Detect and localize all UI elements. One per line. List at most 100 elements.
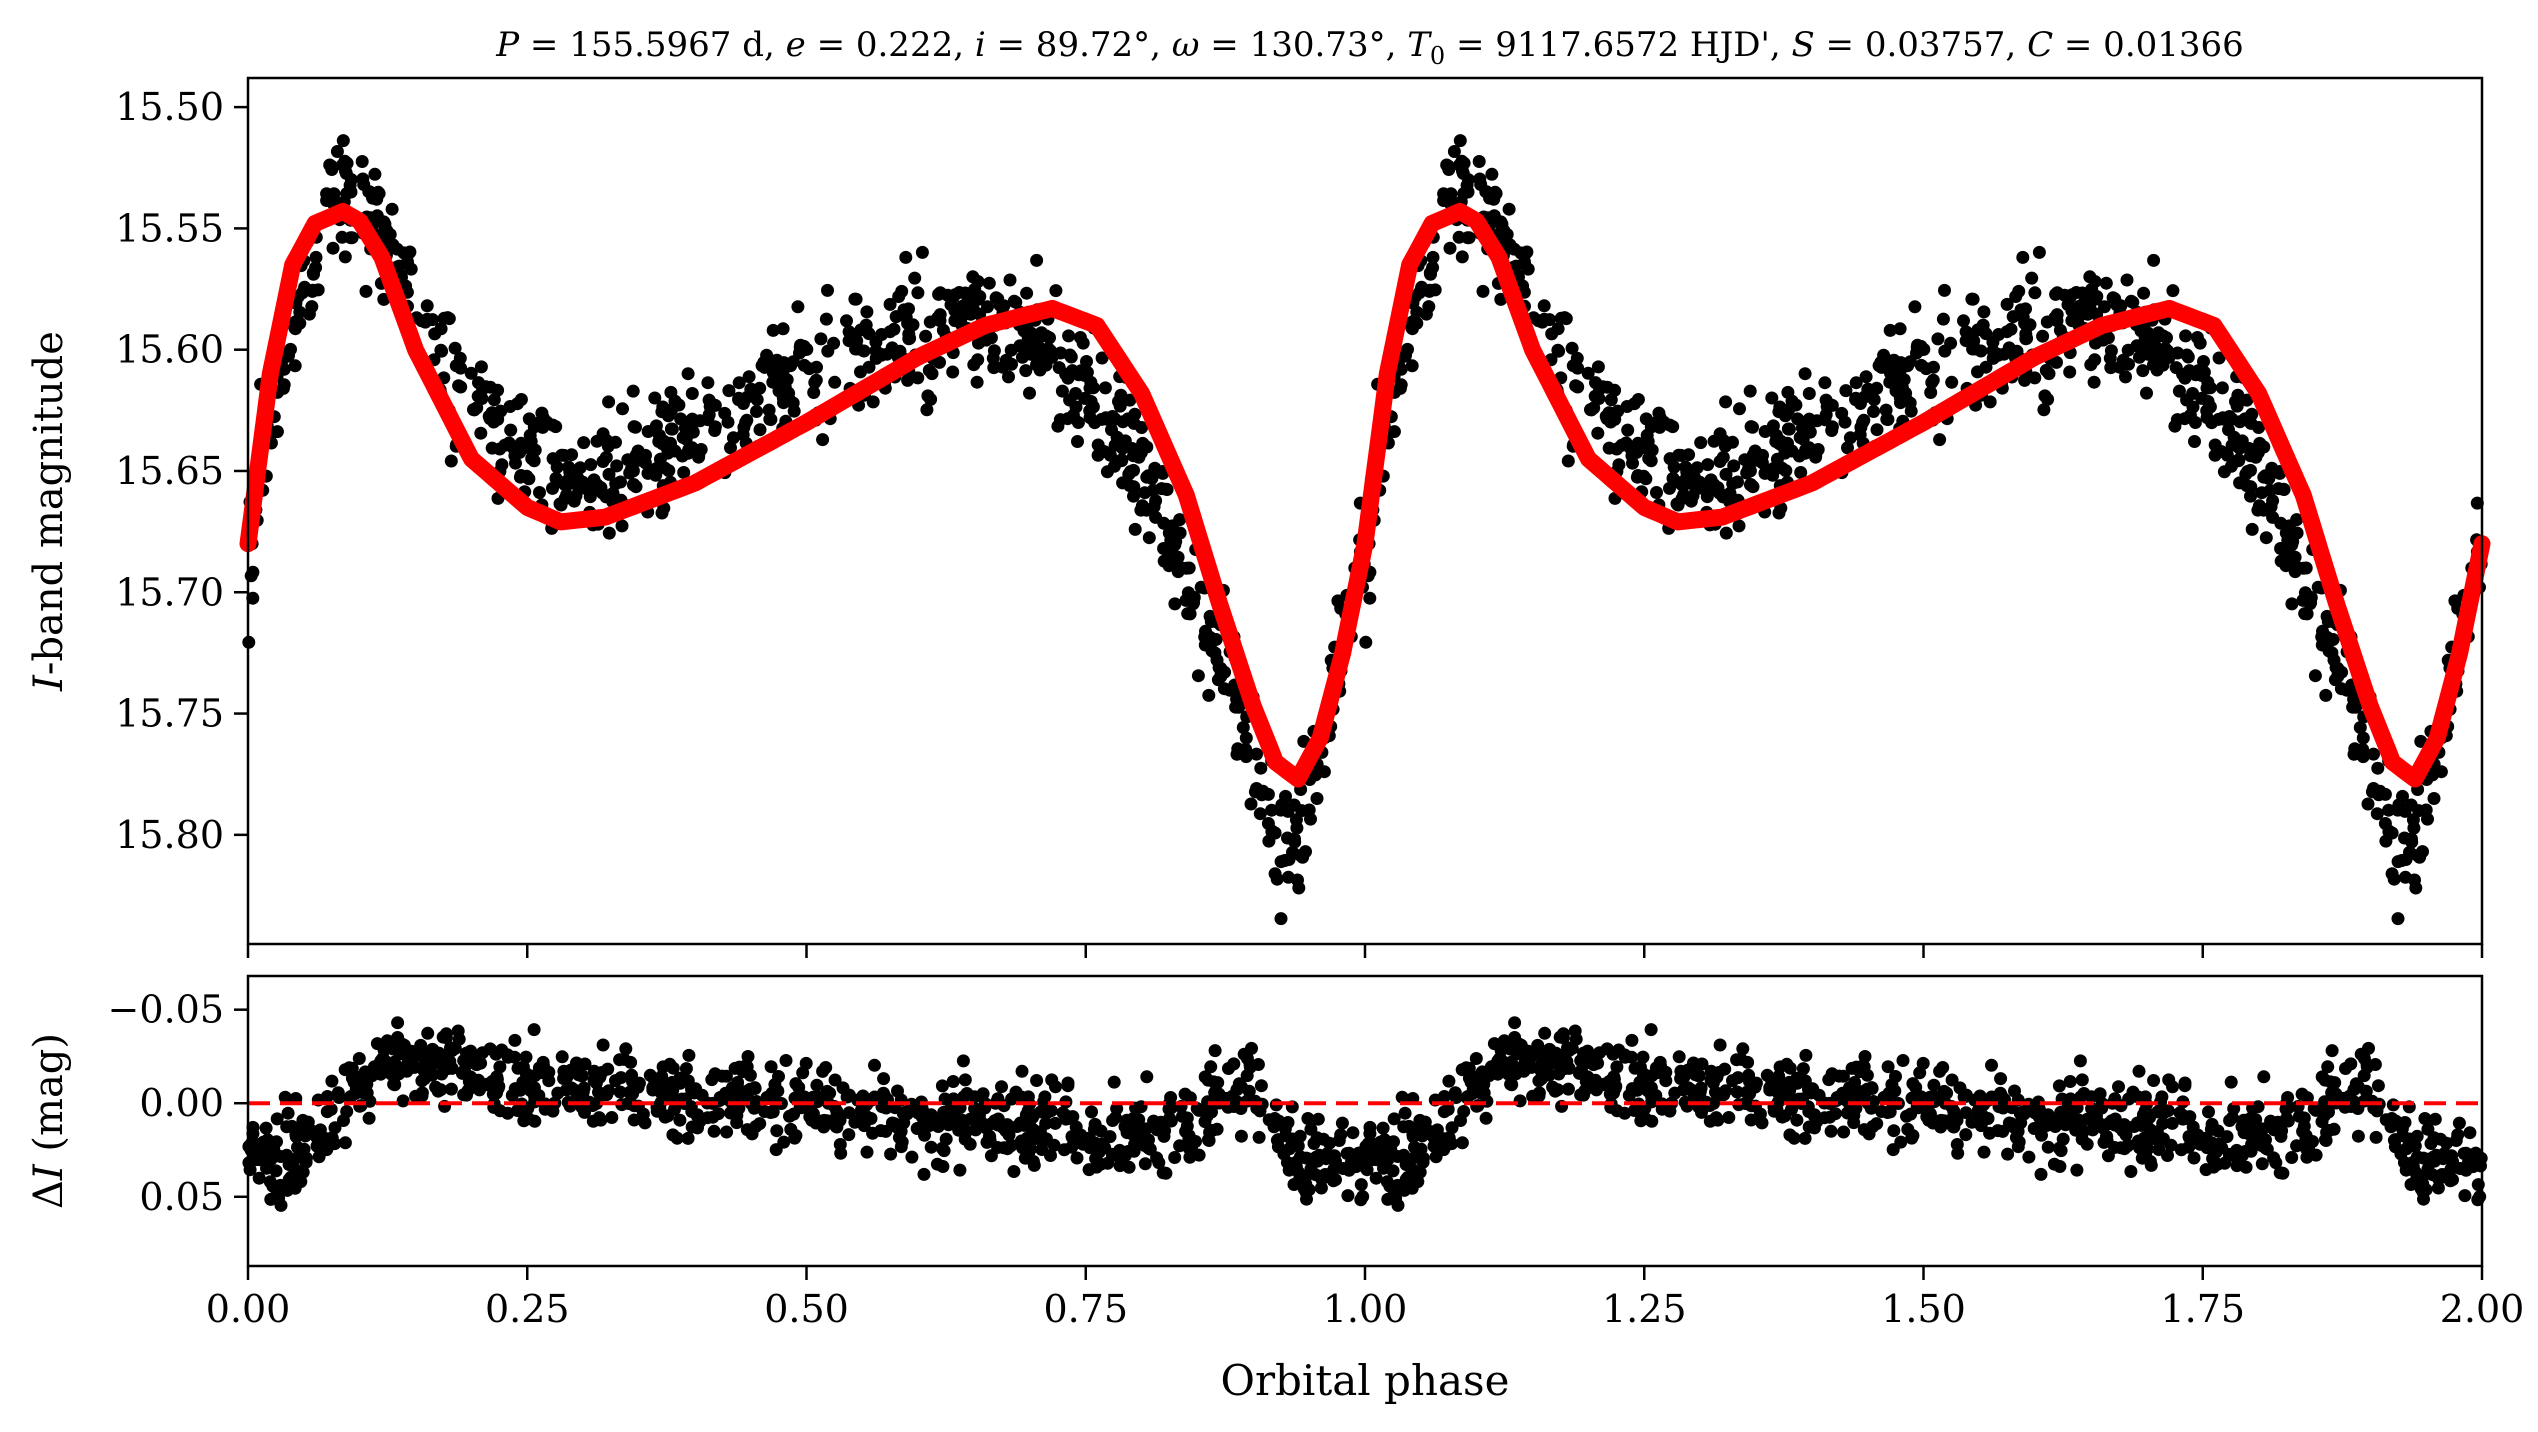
observation-point [1061, 371, 1075, 385]
observation-point [1127, 480, 1141, 494]
residual-point [1234, 1102, 1248, 1115]
residual-point [1070, 1151, 1084, 1165]
residual-point [1644, 1023, 1658, 1037]
observation-point [1672, 448, 1686, 462]
observation-point [2416, 845, 2429, 859]
residual-point [828, 1073, 842, 1087]
observation-point [1202, 688, 1216, 702]
observation-point [616, 402, 629, 416]
residual-point [1484, 1060, 1498, 1074]
title-sym-e: e [786, 25, 806, 65]
residual-point [605, 1111, 619, 1124]
observation-point [1775, 461, 1789, 475]
residual-point [670, 1131, 684, 1145]
observation-point [787, 404, 801, 418]
residual-point [1508, 1016, 1522, 1030]
residual-point [2073, 1054, 2087, 1068]
residual-point [2085, 1090, 2098, 1104]
residual-point [1015, 1064, 1029, 1078]
observation-point [368, 167, 382, 181]
residual-point [681, 1131, 695, 1145]
residual-point [263, 1175, 277, 1189]
observation-point [2150, 363, 2164, 377]
observation-point [1239, 742, 1253, 756]
residual-point [695, 1088, 709, 1102]
observation-point [1938, 344, 1952, 358]
observation-point [596, 455, 610, 468]
observation-point [2200, 381, 2214, 395]
residual-point [1799, 1048, 1813, 1062]
observation-point [1908, 300, 1922, 314]
residual-point [2156, 1117, 2170, 1130]
observation-point [744, 382, 758, 396]
residual-point [1021, 1104, 1035, 1118]
light-curve-panel: 15.50 15.55 15.60 15.65 15.70 15.75 15.80 I-ba… [26, 76, 2491, 958]
observation-point [1723, 493, 1737, 507]
residual-point [1346, 1126, 1360, 1140]
residual-point [1645, 1114, 1659, 1128]
observation-point [685, 387, 699, 400]
observation-point [860, 305, 874, 319]
residual-point [956, 1116, 970, 1130]
observation-point [2406, 813, 2420, 827]
residual-point [842, 1106, 856, 1120]
residual-point [1030, 1074, 1044, 1087]
observation-point [2188, 435, 2201, 448]
observation-point [487, 393, 501, 407]
residual-point [379, 1063, 392, 1077]
residual-point [918, 1128, 931, 1142]
residual-point [1753, 1107, 1767, 1121]
residual-point [2100, 1130, 2114, 1144]
observation-point [2040, 315, 2054, 329]
observation-point [629, 420, 642, 434]
residual-point [1280, 1156, 1294, 1169]
observation-point [2023, 318, 2037, 332]
observation-point [1695, 481, 1709, 495]
residual-point [2011, 1140, 2025, 1154]
observation-point [1164, 533, 1178, 547]
residual-point [2143, 1123, 2157, 1137]
observation-point [1002, 370, 1015, 384]
observation-point [1359, 635, 1373, 649]
observation-point [948, 288, 962, 302]
residual-point [595, 1066, 609, 1079]
observation-point [2385, 867, 2399, 881]
residual-point [2095, 1097, 2109, 1110]
residual-point [2162, 1073, 2176, 1087]
observation-point [1209, 633, 1223, 646]
observation-point [1558, 311, 1572, 325]
residual-point [296, 1113, 310, 1127]
observation-point [1080, 355, 1093, 368]
observation-point [449, 359, 463, 373]
observation-point [840, 314, 853, 328]
residual-point [958, 1073, 972, 1087]
residual-point [2321, 1060, 2335, 1074]
observation-point [2356, 742, 2370, 756]
observation-point [2014, 303, 2028, 317]
observation-point [1893, 391, 1907, 405]
residual-point [1496, 1063, 1509, 1077]
observation-point [277, 362, 291, 376]
residual-point [391, 1016, 405, 1030]
residual-point [819, 1061, 833, 1074]
residual-point [1401, 1170, 1415, 1184]
residual-point [2151, 1105, 2165, 1119]
observation-point [448, 341, 462, 355]
residual-point [1120, 1113, 1134, 1127]
observation-point [2179, 329, 2193, 343]
residual-point [1346, 1148, 1359, 1162]
observation-point [851, 342, 865, 356]
residual-point [1082, 1163, 1096, 1177]
title-sym-i: i [975, 25, 986, 65]
observation-point [1023, 386, 1036, 400]
observation-point [2166, 284, 2180, 298]
observation-point [970, 375, 984, 389]
observation-point [1986, 344, 2000, 358]
residual-point [534, 1066, 548, 1080]
observation-point [1255, 788, 1269, 802]
observation-point [1394, 378, 1408, 392]
observation-point [474, 360, 488, 374]
observation-point [2252, 499, 2266, 513]
observation-point [2028, 286, 2042, 300]
residual-point [1384, 1143, 1398, 1157]
